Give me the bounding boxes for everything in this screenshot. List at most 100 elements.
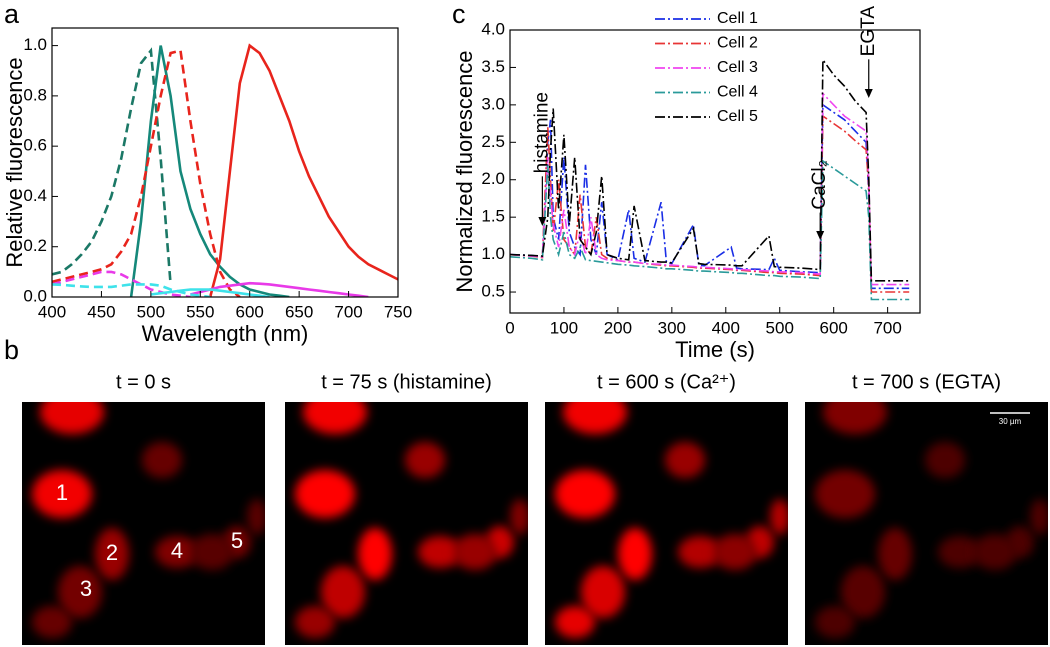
cells (32, 402, 265, 638)
x-tick-label: 700 (873, 318, 901, 337)
cell (95, 528, 129, 580)
cell (1030, 499, 1048, 535)
y-tick-label: 1.0 (23, 35, 47, 54)
cell-label: 5 (231, 528, 243, 553)
x-tick-label: 600 (236, 302, 264, 321)
x-tick-label: 750 (384, 302, 412, 321)
cell-label: 3 (80, 576, 92, 601)
cell (510, 499, 528, 535)
cell (841, 566, 885, 618)
y-tick-label: 0.0 (23, 286, 47, 305)
panel-label: c (452, 0, 466, 29)
x-tick-label: 650 (285, 302, 313, 321)
legend-label: Cell 4 (717, 84, 758, 101)
x-tick-label: 300 (658, 318, 686, 337)
cell (40, 402, 104, 434)
cell (321, 566, 365, 618)
cells (295, 402, 528, 638)
cell (295, 470, 355, 518)
series-line (208, 43, 398, 297)
x-tick-label: 100 (550, 318, 578, 337)
cell (295, 606, 335, 638)
plot-frame (509, 29, 921, 314)
image-title: t = 600 s (Ca²⁺) (597, 371, 736, 393)
cell (142, 442, 182, 478)
cell (358, 528, 392, 580)
y-tick-label: 3.0 (481, 94, 505, 113)
x-tick-label: 700 (334, 302, 362, 321)
series-line (510, 159, 910, 301)
cell (155, 536, 199, 568)
series-line (52, 48, 241, 297)
panel-label: a (4, 0, 20, 29)
x-tick-label: 500 (766, 318, 794, 337)
legend-label: Cell 2 (717, 35, 758, 52)
annotation: histamine (531, 92, 552, 173)
x-tick-label: 600 (819, 318, 847, 337)
cell (555, 606, 595, 638)
cell (32, 470, 92, 518)
cell-label: 1 (56, 480, 68, 505)
y-tick-label: 4.0 (481, 19, 505, 38)
x-tick-label: 200 (604, 318, 632, 337)
y-tick-label: 0.2 (23, 236, 47, 255)
cell (823, 402, 887, 434)
legend-label: Cell 3 (717, 59, 758, 76)
cell (938, 536, 982, 568)
arrow-head (538, 217, 547, 226)
cell (190, 534, 234, 570)
arrow-head (864, 89, 873, 98)
cell (973, 534, 1017, 570)
series-line (510, 57, 910, 282)
cell (453, 534, 497, 570)
cell (770, 499, 788, 535)
series-line (190, 281, 369, 297)
cell (418, 536, 462, 568)
cell (665, 442, 705, 478)
series-line (510, 114, 910, 293)
x-tick-label: 500 (137, 302, 165, 321)
cells (555, 402, 788, 638)
cells (815, 402, 1048, 638)
image-title: t = 700 s (EGTA) (852, 371, 1001, 393)
y-tick-label: 1.0 (481, 244, 505, 263)
x-tick-label: 550 (186, 302, 214, 321)
x-axis-title: Time (s) (675, 337, 755, 362)
annotation: CaCl₂ (809, 160, 830, 210)
image-title: t = 0 s (116, 371, 171, 393)
y-tick-label: 2.5 (481, 132, 505, 151)
cell (713, 534, 757, 570)
cell (32, 606, 72, 638)
cell (247, 499, 265, 535)
y-tick-label: 0.8 (23, 85, 47, 104)
series-line (510, 103, 910, 290)
cell (581, 566, 625, 618)
cell (555, 470, 615, 518)
legend-label: Cell 1 (717, 10, 758, 27)
cell (925, 442, 965, 478)
series-line (129, 45, 290, 297)
y-tick-label: 0.6 (23, 136, 47, 155)
cell (815, 606, 855, 638)
y-tick-label: 2.0 (481, 169, 505, 188)
cell-label: 2 (106, 540, 118, 565)
cell (618, 528, 652, 580)
panel-label: b (4, 335, 19, 365)
cell (678, 536, 722, 568)
cell (303, 402, 367, 434)
series-line (52, 270, 191, 297)
x-tick-label: 450 (87, 302, 115, 321)
cell-label: 4 (171, 538, 183, 563)
y-tick-label: 1.5 (481, 207, 505, 226)
cell (405, 442, 445, 478)
legend-label: Cell 5 (717, 108, 758, 125)
annotation: EGTA (858, 6, 879, 57)
y-tick-label: 0.4 (23, 186, 47, 205)
y-axis-title: Normalized fluorescence (452, 50, 477, 292)
scale-bar-label: 30 µm (999, 417, 1022, 426)
cell (58, 566, 102, 618)
y-tick-label: 3.5 (481, 57, 505, 76)
series-line (52, 283, 211, 297)
image-title: t = 75 s (histamine) (321, 371, 492, 393)
